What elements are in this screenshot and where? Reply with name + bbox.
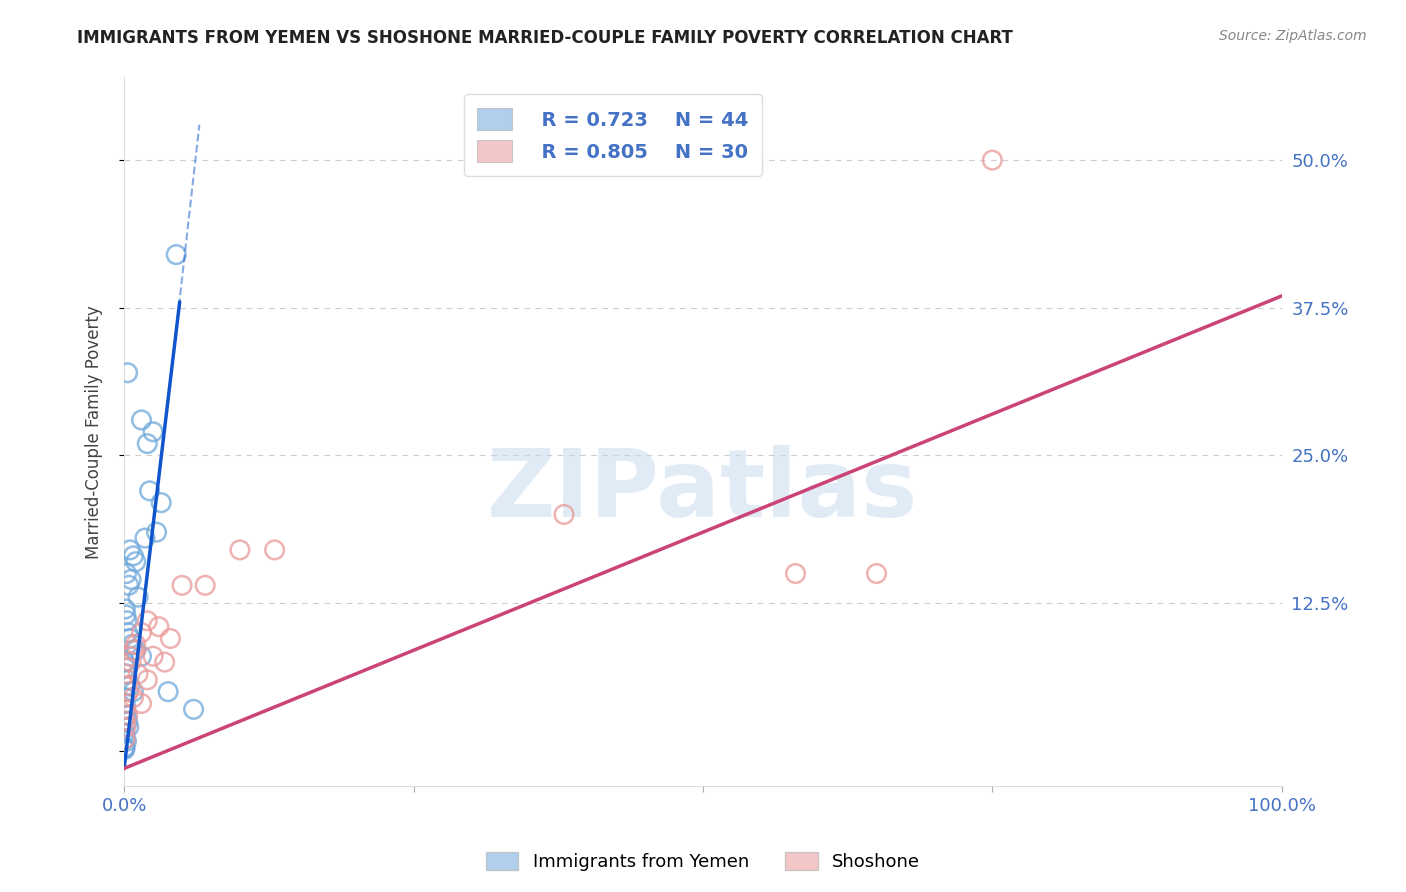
Point [118, 578, 141, 592]
Point [865, 566, 887, 581]
Point [114, 714, 136, 728]
Point [114, 740, 136, 755]
Point [122, 549, 145, 563]
Point [121, 637, 143, 651]
Point [136, 673, 159, 687]
Point [145, 525, 167, 540]
Point [263, 542, 285, 557]
Point [115, 607, 138, 622]
Point [115, 720, 138, 734]
Text: ZIPatlas: ZIPatlas [488, 445, 918, 537]
Point [114, 731, 136, 746]
Point [118, 632, 141, 646]
Text: Source: ZipAtlas.com: Source: ZipAtlas.com [1219, 29, 1367, 43]
Point [118, 649, 141, 664]
Legend: Immigrants from Yemen, Shoshone: Immigrants from Yemen, Shoshone [478, 845, 928, 879]
Point [115, 667, 138, 681]
Point [115, 708, 138, 723]
Point [114, 655, 136, 669]
Point [981, 153, 1004, 168]
Point [127, 667, 149, 681]
Point [136, 436, 159, 450]
Point [122, 690, 145, 705]
Point [159, 632, 181, 646]
Point [131, 625, 153, 640]
Point [117, 625, 139, 640]
Point [117, 366, 139, 380]
Point [114, 741, 136, 756]
Y-axis label: Married-Couple Family Poverty: Married-Couple Family Poverty [86, 305, 103, 558]
Point [118, 542, 141, 557]
Point [117, 708, 139, 723]
Point [170, 578, 193, 592]
Point [131, 697, 153, 711]
Point [136, 614, 159, 628]
Point [114, 731, 136, 746]
Point [114, 690, 136, 705]
Point [131, 649, 153, 664]
Point [183, 702, 205, 716]
Point [165, 247, 187, 261]
Legend:   R = 0.723    N = 44,   R = 0.805    N = 30: R = 0.723 N = 44, R = 0.805 N = 30 [464, 95, 762, 176]
Point [114, 602, 136, 616]
Point [114, 697, 136, 711]
Point [115, 566, 138, 581]
Point [115, 679, 138, 693]
Point [157, 684, 180, 698]
Point [114, 702, 136, 716]
Point [134, 531, 156, 545]
Point [118, 684, 141, 698]
Point [122, 643, 145, 657]
Point [115, 614, 138, 628]
Point [153, 655, 176, 669]
Point [229, 542, 252, 557]
Point [138, 483, 160, 498]
Point [142, 649, 165, 664]
Point [194, 578, 217, 592]
Point [120, 573, 142, 587]
Point [553, 508, 575, 522]
Point [117, 661, 139, 675]
Point [127, 590, 149, 604]
Point [114, 661, 136, 675]
Text: IMMIGRANTS FROM YEMEN VS SHOSHONE MARRIED-COUPLE FAMILY POVERTY CORRELATION CHAR: IMMIGRANTS FROM YEMEN VS SHOSHONE MARRIE… [77, 29, 1014, 46]
Point [125, 643, 148, 657]
Point [142, 425, 165, 439]
Point [114, 742, 136, 756]
Point [115, 734, 138, 748]
Point [118, 720, 141, 734]
Point [117, 673, 139, 687]
Point [125, 637, 148, 651]
Point [131, 413, 153, 427]
Point [150, 496, 173, 510]
Point [115, 702, 138, 716]
Point [122, 684, 145, 698]
Point [785, 566, 807, 581]
Point [118, 679, 141, 693]
Point [125, 555, 148, 569]
Point [148, 620, 170, 634]
Point [114, 726, 136, 740]
Point [120, 655, 142, 669]
Point [117, 714, 139, 728]
